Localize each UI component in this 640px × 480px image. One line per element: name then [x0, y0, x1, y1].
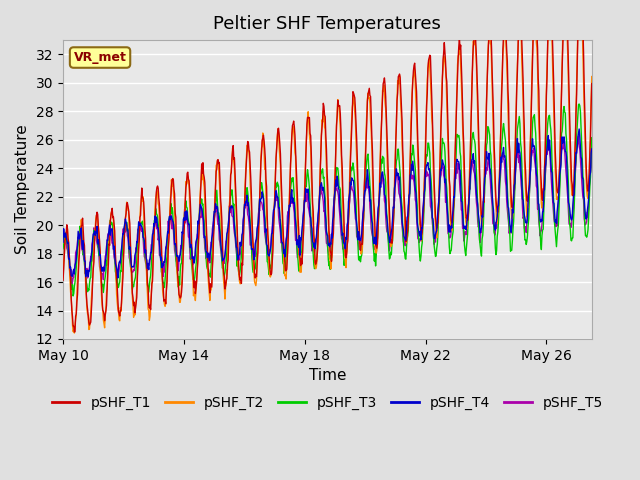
pSHF_T1: [286, 184, 294, 190]
pSHF_T5: [416, 236, 424, 241]
pSHF_T2: [357, 251, 365, 257]
pSHF_T2: [286, 179, 294, 185]
pSHF_T2: [355, 215, 362, 220]
pSHF_T1: [59, 277, 67, 283]
Text: VR_met: VR_met: [74, 51, 127, 64]
pSHF_T3: [575, 101, 583, 107]
pSHF_T1: [416, 208, 424, 214]
pSHF_T3: [59, 246, 67, 252]
pSHF_T5: [575, 133, 582, 139]
pSHF_T4: [588, 146, 596, 152]
Line: pSHF_T1: pSHF_T1: [63, 0, 592, 332]
pSHF_T1: [70, 329, 78, 335]
pSHF_T1: [357, 242, 365, 248]
pSHF_T4: [357, 234, 365, 240]
pSHF_T4: [59, 240, 67, 245]
pSHF_T3: [357, 254, 365, 260]
Legend: pSHF_T1, pSHF_T2, pSHF_T3, pSHF_T4, pSHF_T5: pSHF_T1, pSHF_T2, pSHF_T3, pSHF_T4, pSHF…: [46, 391, 609, 416]
pSHF_T2: [59, 275, 67, 280]
Title: Peltier SHF Temperatures: Peltier SHF Temperatures: [214, 15, 442, 33]
Line: pSHF_T4: pSHF_T4: [63, 129, 592, 278]
pSHF_T3: [69, 293, 77, 299]
pSHF_T4: [355, 229, 362, 235]
pSHF_T5: [357, 241, 365, 247]
pSHF_T2: [194, 254, 202, 260]
pSHF_T3: [588, 135, 596, 141]
pSHF_T5: [355, 243, 362, 249]
pSHF_T3: [194, 235, 202, 240]
pSHF_T2: [588, 73, 596, 79]
pSHF_T3: [286, 196, 294, 202]
pSHF_T3: [416, 254, 424, 260]
Line: pSHF_T3: pSHF_T3: [63, 104, 592, 296]
pSHF_T3: [355, 256, 362, 262]
Line: pSHF_T5: pSHF_T5: [63, 136, 592, 284]
pSHF_T1: [324, 182, 332, 188]
pSHF_T5: [59, 245, 67, 251]
pSHF_T4: [194, 218, 202, 224]
pSHF_T5: [68, 281, 76, 287]
pSHF_T4: [114, 275, 122, 281]
pSHF_T5: [588, 144, 596, 150]
pSHF_T1: [355, 202, 362, 207]
Line: pSHF_T2: pSHF_T2: [63, 0, 592, 333]
pSHF_T2: [416, 221, 424, 227]
pSHF_T4: [575, 126, 583, 132]
pSHF_T5: [194, 230, 202, 236]
pSHF_T3: [324, 244, 332, 250]
pSHF_T1: [588, 81, 596, 86]
pSHF_T1: [194, 258, 202, 264]
pSHF_T4: [416, 233, 424, 239]
pSHF_T4: [286, 204, 294, 210]
pSHF_T4: [324, 233, 332, 239]
X-axis label: Time: Time: [308, 368, 346, 383]
pSHF_T2: [70, 330, 78, 336]
pSHF_T5: [286, 195, 294, 201]
pSHF_T2: [324, 204, 332, 210]
Y-axis label: Soil Temperature: Soil Temperature: [15, 125, 30, 254]
pSHF_T5: [324, 245, 332, 251]
